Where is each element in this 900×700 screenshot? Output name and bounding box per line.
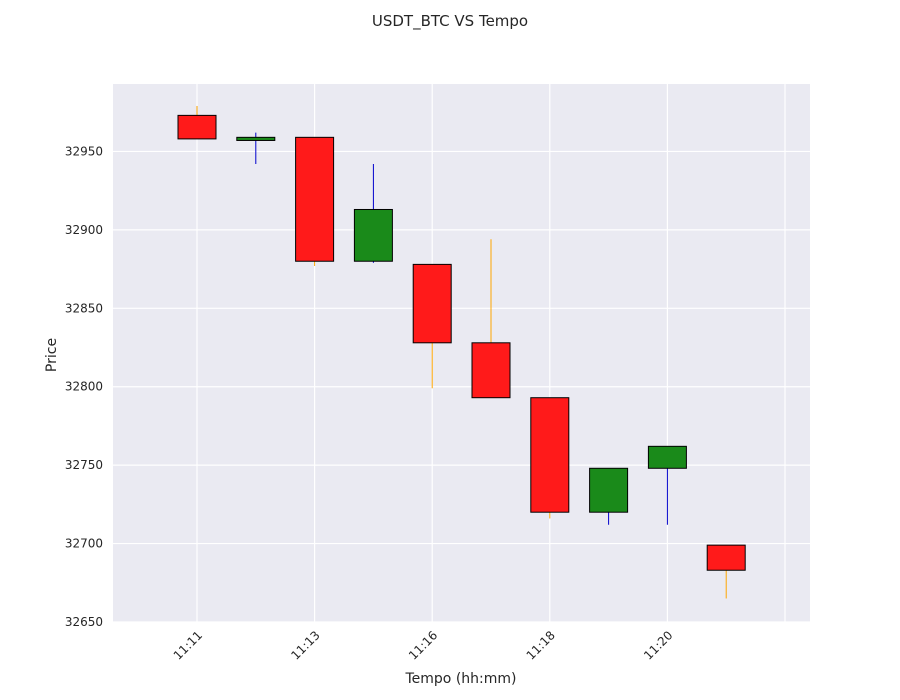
up-candle-body: [353, 208, 393, 262]
y-tick-label: 32800: [65, 380, 103, 394]
down-candle-body: [706, 544, 746, 571]
x-tick-label: 11:18: [524, 628, 558, 662]
candle: [530, 397, 570, 519]
candle: [647, 445, 687, 525]
candle: [353, 163, 393, 263]
x-axis-ticks: 11:11 11:13 11:16 11:18 11:20: [171, 628, 676, 662]
y-tick-label: 32950: [65, 144, 103, 158]
plot-area: [113, 84, 810, 622]
down-candle-body: [412, 263, 452, 344]
x-tick-label: 11:11: [171, 628, 205, 662]
y-tick-label: 32850: [65, 301, 103, 315]
y-tick-label: 32700: [65, 537, 103, 551]
down-candle-body: [530, 397, 570, 513]
grid-lines: [113, 84, 810, 623]
y-tick-label: 32650: [65, 615, 103, 629]
chart-title: USDT_BTC VS Tempo: [372, 12, 528, 31]
x-tick-label: 11:16: [406, 628, 440, 662]
y-tick-label: 32750: [65, 458, 103, 472]
candle: [471, 239, 511, 399]
x-axis-label: Tempo (hh:mm): [405, 671, 517, 687]
down-candle-body: [295, 136, 335, 262]
candle: [589, 467, 629, 525]
candles: [177, 105, 746, 599]
candle: [177, 105, 217, 140]
candle: [412, 263, 452, 389]
down-candle-body: [177, 114, 217, 140]
candle: [295, 136, 335, 266]
up-candle-body: [589, 467, 629, 513]
y-tick-label: 32900: [65, 223, 103, 237]
x-tick-label: 11:20: [641, 628, 675, 662]
y-axis-label: Price: [44, 338, 60, 372]
candle: [236, 132, 276, 164]
up-candle-body: [236, 136, 276, 141]
up-candle-body: [647, 445, 687, 469]
down-candle-body: [471, 342, 511, 399]
y-axis-ticks: 32650 32700 32750 32800 32850 32900 32950: [65, 144, 103, 629]
x-tick-label: 11:13: [288, 628, 322, 662]
candle: [706, 544, 746, 599]
